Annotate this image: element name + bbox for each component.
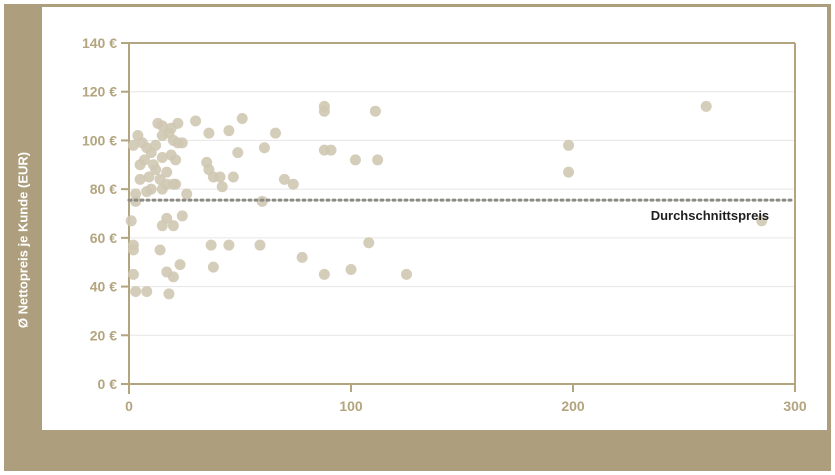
data-point <box>349 154 361 166</box>
average-line-group: Durchschnittspreis <box>127 198 797 223</box>
data-point <box>401 268 412 280</box>
y-tick-label: 20 € <box>90 327 117 343</box>
data-point <box>700 100 712 112</box>
data-point <box>125 215 137 227</box>
data-point <box>254 239 266 251</box>
data-point <box>223 239 235 251</box>
x-tick-labels: 0 100 200 300 <box>125 398 807 414</box>
x-tick-label: 300 <box>783 398 807 414</box>
data-point <box>214 171 226 183</box>
data-point <box>170 154 182 166</box>
data-point <box>563 139 575 151</box>
y-tick-label: 140 € <box>82 35 117 51</box>
data-point <box>167 220 179 232</box>
data-point <box>318 100 330 112</box>
data-point <box>270 127 282 139</box>
data-point <box>372 154 384 166</box>
data-point <box>216 181 228 193</box>
data-point <box>227 171 239 183</box>
data-point <box>170 178 182 190</box>
data-point <box>145 183 157 195</box>
data-point <box>150 164 162 176</box>
x-tick-label: 0 <box>125 398 133 414</box>
data-point <box>325 144 337 156</box>
data-point <box>174 259 186 271</box>
data-point <box>127 268 139 280</box>
data-point <box>176 210 188 222</box>
data-point <box>163 288 175 300</box>
data-point <box>161 166 173 178</box>
data-point <box>203 127 215 139</box>
data-points <box>125 100 768 300</box>
data-point <box>172 117 184 129</box>
data-point <box>150 139 162 151</box>
data-point <box>205 239 217 251</box>
data-point <box>130 285 142 297</box>
y-tick-label: 120 € <box>82 84 117 100</box>
y-tick-label: 60 € <box>90 230 117 246</box>
data-point <box>143 171 155 183</box>
data-point <box>156 151 168 163</box>
data-point <box>156 120 168 132</box>
data-point <box>287 178 299 190</box>
data-point <box>176 137 188 149</box>
y-tick-label: 0 € <box>98 376 118 392</box>
axes <box>121 42 796 394</box>
data-point <box>154 244 166 256</box>
data-point <box>141 285 153 297</box>
data-point <box>296 251 308 263</box>
x-tick-label: 200 <box>561 398 585 414</box>
data-point <box>127 139 139 151</box>
data-point <box>756 215 768 227</box>
data-point <box>127 244 139 256</box>
data-point <box>232 147 244 159</box>
average-label: Durchschnittspreis <box>651 208 769 223</box>
data-point <box>181 188 193 200</box>
data-point <box>236 113 248 125</box>
data-point <box>345 264 357 276</box>
data-point <box>278 173 290 185</box>
data-point <box>167 271 179 283</box>
x-tick-label: 100 <box>339 398 363 414</box>
data-point <box>563 166 575 178</box>
y-tick-label: 40 € <box>90 279 117 295</box>
data-point <box>130 188 142 200</box>
grid-lines <box>129 91 795 336</box>
y-tick-label: 80 € <box>90 181 117 197</box>
y-tick-label: 100 € <box>82 132 117 148</box>
data-point <box>363 237 375 249</box>
plot-panel <box>42 7 827 430</box>
data-point <box>207 261 219 273</box>
data-point <box>134 173 146 185</box>
data-point <box>223 125 235 137</box>
y-tick-labels: 0 € 20 € 40 € 60 € 80 € 100 € 120 € 140 € <box>82 35 117 392</box>
data-point <box>258 142 270 154</box>
data-point <box>369 105 381 117</box>
data-point <box>139 154 151 166</box>
data-point <box>190 115 202 127</box>
data-point <box>318 268 330 280</box>
data-point <box>161 212 173 224</box>
